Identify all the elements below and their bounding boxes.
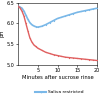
X-axis label: Minutes after sucrose rinse: Minutes after sucrose rinse <box>22 75 93 80</box>
Y-axis label: pH: pH <box>0 30 5 37</box>
Legend: Saliva restricted, Saliva not restricted: Saliva restricted, Saliva not restricted <box>35 90 92 95</box>
